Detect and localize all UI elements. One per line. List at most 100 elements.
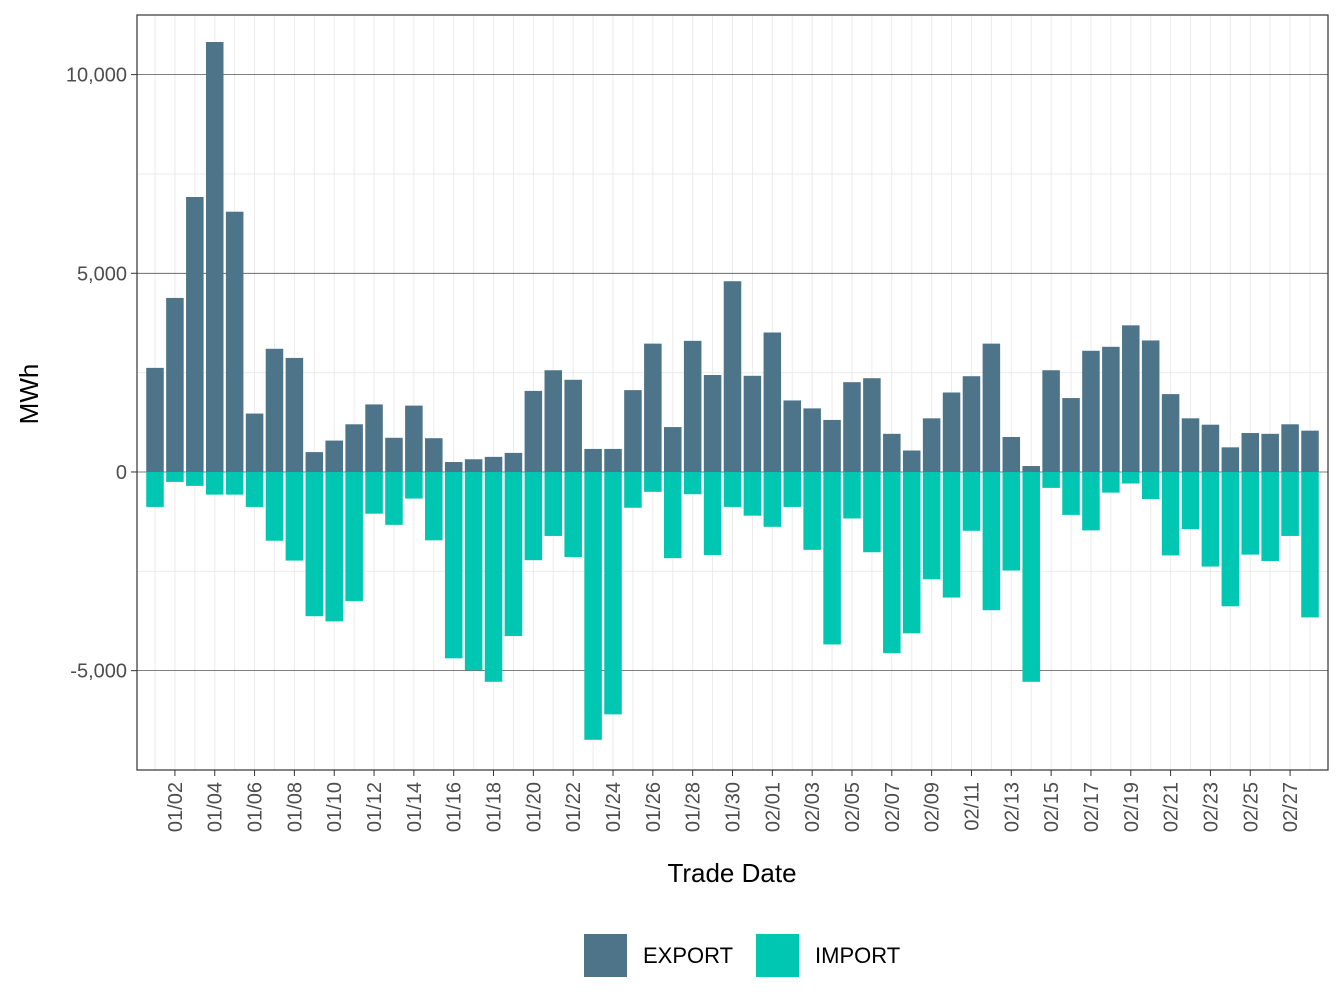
import-bar-01-02	[166, 471, 184, 482]
export-bar-02-02	[783, 400, 802, 472]
x-tick-label: 02/15	[1041, 782, 1063, 832]
export-bar-01-15	[425, 438, 443, 472]
export-bar-01-26	[644, 343, 662, 472]
x-tick-label: 02/13	[1001, 782, 1023, 832]
legend-swatch-export	[584, 934, 627, 977]
export-bar-02-12	[982, 343, 1001, 472]
import-bar-01-25	[624, 471, 642, 508]
y-tick-label: 0	[116, 462, 127, 484]
x-tick-label: 01/22	[563, 782, 585, 832]
import-bar-02-02	[783, 471, 802, 507]
x-tick-label: 01/10	[324, 782, 346, 832]
export-bar-01-16	[444, 462, 463, 472]
x-tick-label: 01/26	[643, 782, 665, 832]
export-bar-01-06	[245, 413, 264, 472]
export-bar-02-18	[1102, 346, 1120, 472]
export-bar-02-16	[1062, 398, 1080, 472]
import-bar-01-15	[425, 471, 443, 541]
import-bar-02-09	[922, 471, 941, 580]
import-bar-01-10	[325, 471, 343, 622]
export-bar-02-05	[843, 382, 861, 472]
export-bar-01-01	[146, 367, 164, 472]
export-bar-01-30	[723, 281, 742, 472]
x-tick-label: 02/19	[1121, 782, 1143, 832]
import-bar-01-14	[405, 471, 423, 499]
export-bar-02-22	[1181, 418, 1200, 472]
export-bar-01-08	[285, 357, 304, 472]
import-bar-02-06	[863, 471, 881, 553]
x-tick-label: 01/06	[245, 782, 267, 832]
import-bar-02-24	[1221, 471, 1240, 607]
export-bar-01-25	[624, 390, 642, 472]
export-bar-02-25	[1241, 433, 1260, 472]
import-bar-01-21	[544, 471, 563, 536]
import-bar-01-23	[584, 471, 602, 740]
import-bar-01-03	[186, 471, 204, 486]
import-bars	[146, 471, 1319, 740]
x-tick-label: 02/23	[1200, 782, 1222, 832]
x-tick-label: 01/24	[603, 782, 625, 832]
x-tick-label: 02/17	[1081, 782, 1103, 832]
import-bar-01-24	[604, 471, 622, 715]
x-tick-label: 01/14	[404, 782, 426, 832]
export-bar-01-19	[504, 452, 523, 472]
import-bar-01-06	[245, 471, 264, 507]
export-bar-01-14	[405, 405, 423, 472]
export-bar-02-11	[962, 376, 981, 472]
export-bar-02-04	[823, 419, 841, 472]
import-bar-01-29	[703, 471, 722, 556]
y-axis-title: MWh	[14, 364, 44, 425]
import-bar-02-12	[982, 471, 1001, 611]
export-bar-01-18	[484, 456, 503, 472]
export-bar-02-15	[1042, 370, 1060, 472]
import-bar-01-16	[444, 471, 463, 659]
import-bar-02-21	[1161, 471, 1180, 556]
y-tick-label: 10,000	[66, 65, 127, 87]
import-bar-01-19	[504, 471, 523, 637]
export-bar-01-04	[205, 42, 224, 472]
import-bar-01-07	[265, 471, 284, 541]
export-bar-01-29	[703, 375, 722, 472]
export-bar-01-12	[365, 404, 383, 472]
export-bar-02-20	[1141, 340, 1160, 472]
x-tick-label: 01/18	[484, 782, 506, 832]
import-bar-02-27	[1281, 471, 1299, 536]
export-bar-01-13	[385, 437, 403, 472]
import-bar-01-30	[723, 471, 742, 507]
legend: EXPORT IMPORT	[584, 934, 900, 977]
x-tick-label: 02/21	[1161, 782, 1183, 832]
x-tick-label: 02/07	[882, 782, 904, 832]
legend-label-export: EXPORT	[643, 943, 733, 968]
y-axis: -5,000 0 5,000 10,000	[66, 65, 137, 683]
export-bar-02-10	[942, 392, 961, 472]
import-bar-02-08	[902, 471, 921, 634]
x-tick-label: 01/30	[723, 782, 745, 832]
x-axis: 01/02 01/04 01/06 01/08 01/10 01/12 01/14 01/16…	[165, 770, 1302, 832]
export-bar-02-01	[763, 332, 782, 472]
x-tick-label: 01/02	[165, 782, 187, 832]
x-tick-label: 01/04	[205, 782, 227, 832]
import-bar-01-22	[564, 471, 582, 558]
x-tick-label: 02/01	[762, 782, 784, 832]
x-tick-label: 02/09	[922, 782, 944, 832]
export-bar-02-28	[1301, 430, 1319, 472]
legend-swatch-import	[756, 934, 799, 977]
x-axis-title: Trade Date	[667, 858, 796, 888]
import-bar-02-19	[1122, 471, 1140, 484]
export-bar-02-03	[803, 408, 821, 472]
import-bar-02-28	[1301, 471, 1319, 618]
x-tick-label: 02/11	[961, 782, 983, 831]
import-bar-02-20	[1141, 471, 1160, 499]
import-bar-01-01	[146, 471, 164, 507]
import-bar-01-28	[683, 471, 702, 495]
import-bar-02-10	[942, 471, 961, 598]
import-bar-02-01	[763, 471, 782, 527]
export-bar-01-21	[544, 370, 563, 472]
x-tick-label: 01/16	[444, 782, 466, 832]
export-bar-02-21	[1161, 394, 1180, 472]
x-tick-label: 02/03	[802, 782, 824, 832]
export-bar-01-02	[166, 297, 184, 472]
export-bar-02-17	[1082, 350, 1100, 472]
export-bar-01-31	[743, 375, 762, 472]
